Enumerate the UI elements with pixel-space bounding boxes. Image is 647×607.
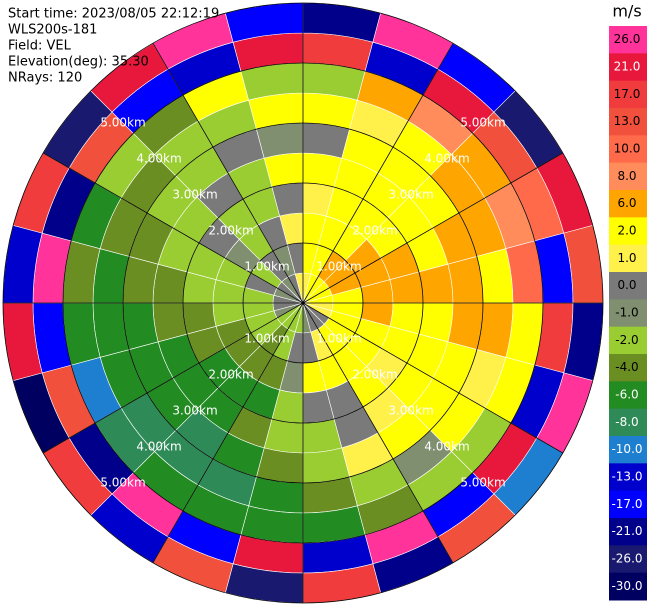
colorbar-tick-label: -4.0 <box>615 360 638 374</box>
colorbar-tick-label: -2.0 <box>615 333 638 347</box>
velocity-cell <box>447 256 484 304</box>
velocity-cell <box>256 122 304 159</box>
range-label: 4.00km <box>424 440 469 454</box>
range-label: 1.00km <box>244 332 289 346</box>
colorbar-tick-label: 1.0 <box>617 251 636 265</box>
colorbar-tick-label: 17.0 <box>614 87 641 101</box>
range-label: 2.00km <box>352 368 397 382</box>
velocity-cell <box>122 256 159 304</box>
range-label: 3.00km <box>172 404 217 418</box>
colorbar-swatch <box>609 354 647 382</box>
range-label: 5.00km <box>100 476 145 490</box>
colorbar-tick-label: 8.0 <box>617 169 636 183</box>
colorbar-tick-label: 0.0 <box>617 278 636 292</box>
range-label: 2.00km <box>352 224 397 238</box>
range-label: 2.00km <box>208 368 253 382</box>
colorbar-tick-label: -1.0 <box>615 306 638 320</box>
velocity-cell <box>302 447 350 484</box>
colorbar-tick-label: -13.0 <box>611 470 642 484</box>
colorbar-tick-label: 21.0 <box>614 60 641 74</box>
range-label: 1.00km <box>316 332 361 346</box>
colorbar-swatch <box>609 26 647 54</box>
header-line: Elevation(deg): 35.30 <box>8 55 149 70</box>
azimuth-line <box>152 42 454 564</box>
range-label: 5.00km <box>460 476 505 490</box>
colorbar-swatch <box>609 135 647 164</box>
colorbar-title: m/s <box>612 2 641 21</box>
colorbar-swatch <box>609 217 647 246</box>
header-line: Field: VEL <box>8 39 72 54</box>
colorbar-swatch <box>609 572 647 601</box>
colorbar-tick-label: 10.0 <box>614 142 641 156</box>
colorbar-swatch <box>609 408 647 437</box>
colorbar-swatch <box>609 190 647 218</box>
colorbar-swatch <box>609 436 647 464</box>
colorbar-swatch <box>609 299 647 328</box>
velocity-cell <box>302 122 350 159</box>
colorbar-tick-label: -26.0 <box>611 552 642 566</box>
header-line: NRays: 120 <box>8 71 82 86</box>
range-ring <box>122 122 484 484</box>
velocity-cell <box>122 302 159 350</box>
colorbar-tick-label: -10.0 <box>611 442 642 456</box>
colorbar-tick-label: -8.0 <box>615 415 638 429</box>
range-label: 3.00km <box>172 188 217 202</box>
header-line: WLS200s-181 <box>8 23 97 38</box>
colorbar-tick-label: -21.0 <box>611 524 642 538</box>
colorbar-swatch <box>609 326 647 355</box>
colorbar-tick-label: 2.0 <box>617 224 636 238</box>
header: Start time: 2023/08/05 22:12:19WLS200s-1… <box>8 7 219 86</box>
colorbar-tick-label: 26.0 <box>614 32 641 46</box>
range-label: 2.00km <box>208 224 253 238</box>
colorbar-swatch <box>609 80 647 109</box>
colorbar-swatch <box>609 518 647 546</box>
colorbar-swatch <box>609 244 647 273</box>
colorbar-swatch <box>609 381 647 410</box>
range-ring <box>62 62 544 544</box>
velocity-cell <box>256 447 304 484</box>
colorbar-tick-label: 6.0 <box>617 196 636 210</box>
colorbar-swatch <box>609 162 647 191</box>
header-line: Start time: 2023/08/05 22:12:19 <box>8 7 219 22</box>
colorbar-swatch <box>609 108 647 136</box>
range-label: 4.00km <box>424 152 469 166</box>
range-ring <box>182 182 424 424</box>
colorbar-swatch <box>609 463 647 492</box>
range-label: 1.00km <box>316 260 361 274</box>
range-label: 3.00km <box>388 404 433 418</box>
range-label: 4.00km <box>136 152 181 166</box>
colorbar-tick-label: -30.0 <box>611 579 642 593</box>
ppi-plot <box>2 2 604 604</box>
range-label: 1.00km <box>244 260 289 274</box>
velocity-cell <box>447 302 484 350</box>
range-label: 3.00km <box>388 188 433 202</box>
colorbar-tick-label: -6.0 <box>615 388 638 402</box>
colorbar: m/s 26.0 21.0 17.0 13.0 10.0 8.0 6.0 2.0 1.0 0.0 -… <box>609 2 647 601</box>
range-grid: 1.00km 1.00km 1.00km 1.00km 2.00km 2.00km 2.00… <box>2 2 604 604</box>
range-label: 4.00km <box>136 440 181 454</box>
colorbar-tick-label: -17.0 <box>611 497 642 511</box>
colorbar-swatch <box>609 490 647 519</box>
range-label: 5.00km <box>460 116 505 130</box>
colorbar-tick-label: 13.0 <box>614 114 641 128</box>
range-ring <box>2 2 604 604</box>
range-label: 5.00km <box>100 116 145 130</box>
colorbar-swatch <box>609 53 647 82</box>
colorbar-swatch <box>609 545 647 574</box>
colorbar-swatch <box>609 272 647 300</box>
range-ring <box>242 242 364 364</box>
